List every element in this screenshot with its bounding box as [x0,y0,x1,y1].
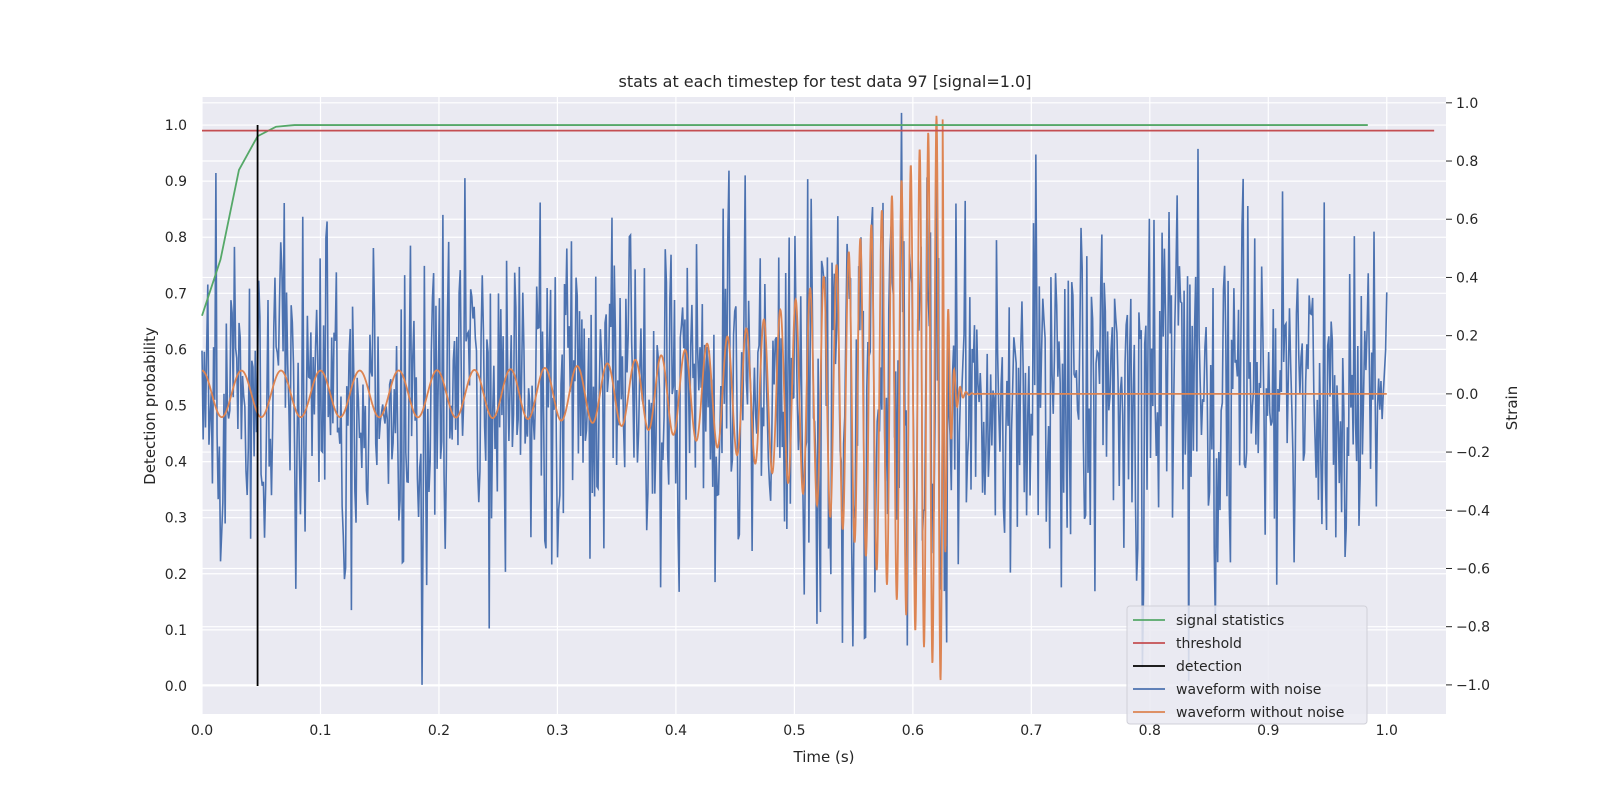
y-right-tick-label: 0.2 [1456,329,1478,345]
legend-label: detection [1176,659,1242,675]
series-layer [201,112,1435,686]
y-right-tick-label: 0.6 [1456,212,1478,228]
x-tick-label: 0.5 [783,723,805,739]
legend-label: waveform without noise [1176,705,1344,721]
legend: signal statistics threshold detection wavef… [1126,605,1368,725]
x-tick-label: 0.2 [428,723,450,739]
y-left-tick-label: 0.2 [165,567,187,583]
y-left-tick-label: 1.0 [165,118,187,134]
y-left-tick-label: 0.5 [165,399,187,415]
y-left-tick-label: 0.8 [165,230,187,246]
x-tick-label: 0.1 [309,723,331,739]
y-left-tick-label: 0.0 [165,679,187,695]
y-axis-label-left: Detection probability [141,327,159,485]
y-right-tick-label: 0.4 [1456,270,1478,286]
legend-label: signal statistics [1176,613,1284,629]
x-tick-label: 0.4 [665,723,687,739]
x-tick-label: 0.8 [1139,723,1161,739]
legend-label: threshold [1176,636,1242,652]
x-tick-label: 0.0 [191,723,213,739]
x-axis-label: Time (s) [793,748,855,766]
y-right-tick-label: −0.6 [1456,561,1490,577]
y-left-tick-label: 0.4 [165,455,187,471]
x-tick-label: 0.9 [1257,723,1279,739]
y-right-tick-label: 1.0 [1456,96,1478,112]
ticks: 0.0 0.1 0.2 0.3 0.4 0.5 0.6 0.7 0.8 0.9 1.0 0.0 0.1 0… [165,96,1490,739]
y-right-tick-label: −0.4 [1456,503,1490,519]
y-right-tick-label: −1.0 [1456,678,1490,694]
y-axis-label-right: Strain [1503,386,1521,430]
y-right-tick-label: 0.0 [1456,387,1478,403]
legend-box [1126,605,1368,725]
y-right-tick-label: −0.8 [1456,620,1490,636]
y-right-tick-label: −0.2 [1456,445,1490,461]
chart-title: stats at each timestep for test data 97 … [619,72,1032,91]
y-right-tick-label: 0.8 [1456,154,1478,170]
series-line-signal-statistics [201,124,1368,317]
x-tick-label: 0.7 [1020,723,1042,739]
legend-label: waveform with noise [1176,682,1321,698]
y-left-tick-label: 0.3 [165,511,187,527]
series-line-waveform-without-noise [201,115,1387,681]
y-left-tick-label: 0.7 [165,286,187,302]
y-left-tick-label: 0.6 [165,342,187,358]
y-left-tick-label: 0.1 [165,623,187,639]
y-left-tick-label: 0.9 [165,174,187,190]
x-tick-label: 0.3 [546,723,568,739]
x-tick-label: 0.6 [902,723,924,739]
x-tick-label: 1.0 [1376,723,1398,739]
